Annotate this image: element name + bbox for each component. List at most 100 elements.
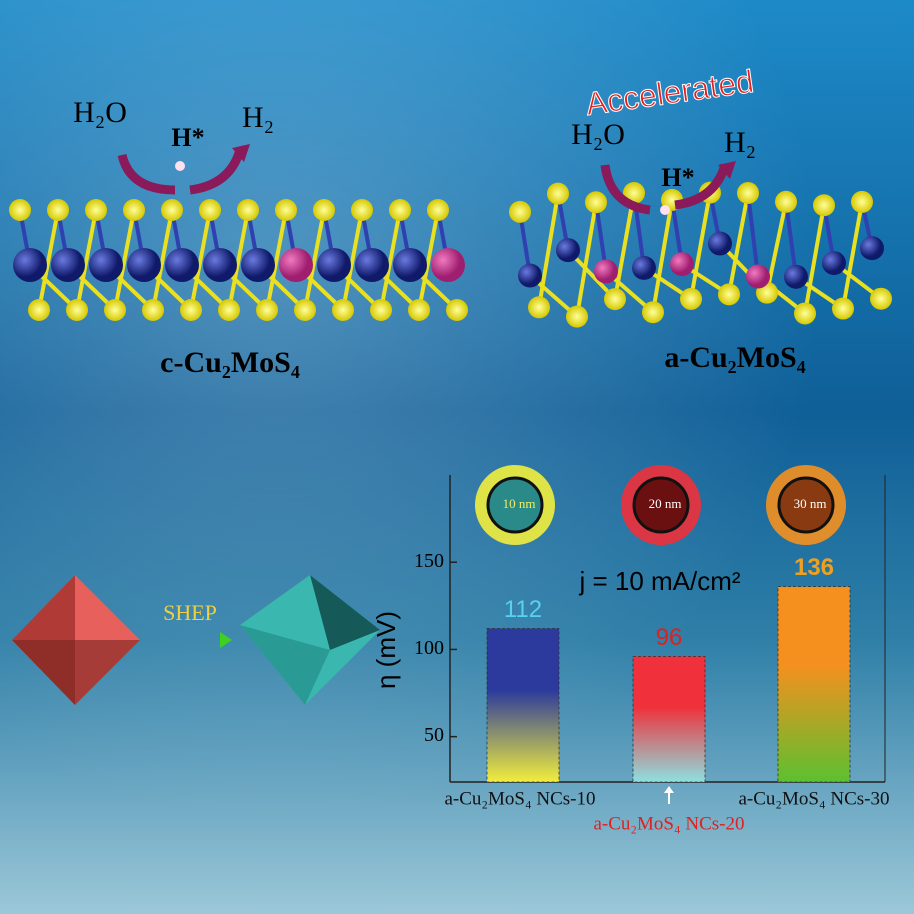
atom <box>556 238 580 263</box>
annotation: j = 10 mA/cm² <box>578 566 740 596</box>
arrow <box>189 148 245 195</box>
tem-particle <box>486 476 544 534</box>
atom <box>355 248 389 282</box>
atom <box>509 200 531 223</box>
arrowhead <box>232 144 250 162</box>
value-label: 96 <box>656 624 683 651</box>
tem-particle <box>632 476 690 534</box>
atom <box>161 199 183 221</box>
label: a-Cu₂MoS₄ <box>664 341 805 374</box>
x-tick-label: a-Cu₂MoS₄ NCs-10 <box>444 788 595 809</box>
atom <box>813 194 835 217</box>
atom <box>518 263 542 288</box>
atom <box>351 199 373 221</box>
label: H* <box>171 123 204 152</box>
y-axis-label: η (mV) <box>371 611 401 689</box>
bond <box>75 209 98 311</box>
crystal-structures <box>9 161 892 328</box>
arrowhead <box>220 632 232 648</box>
atom <box>175 161 185 171</box>
atom <box>670 252 694 277</box>
atom <box>218 299 240 321</box>
atom <box>794 302 816 325</box>
atom <box>851 190 873 213</box>
bond <box>689 192 712 300</box>
octahedron-face <box>12 640 140 705</box>
bond <box>417 209 440 311</box>
atom <box>275 199 297 221</box>
bond <box>651 199 674 313</box>
scale-label: 10 nm <box>503 496 536 511</box>
atom <box>13 248 47 282</box>
atom <box>594 259 618 284</box>
atom <box>389 199 411 221</box>
atom <box>332 299 354 321</box>
atom <box>870 287 892 310</box>
y-tick-label: 150 <box>414 550 444 572</box>
atom <box>642 301 664 324</box>
bond <box>113 209 136 311</box>
pointer-head <box>664 786 674 793</box>
atom <box>737 182 759 205</box>
bond <box>784 201 798 278</box>
atom <box>822 251 846 276</box>
bond <box>765 201 788 294</box>
bond <box>575 201 598 317</box>
atom <box>708 231 732 256</box>
atom <box>528 296 550 319</box>
label: H₂ <box>242 101 274 134</box>
atom <box>775 190 797 213</box>
atom <box>294 299 316 321</box>
atom <box>9 199 31 221</box>
atom <box>832 297 854 320</box>
octahedron-face <box>240 625 330 705</box>
scale-label: 30 nm <box>794 496 827 511</box>
atom <box>393 248 427 282</box>
bond <box>379 209 402 311</box>
bar <box>777 586 851 783</box>
atom <box>632 255 656 280</box>
atom <box>446 299 468 321</box>
bond <box>841 201 864 309</box>
bond <box>803 204 826 314</box>
atom <box>237 199 259 221</box>
atom <box>104 299 126 321</box>
label: H₂O <box>571 118 625 151</box>
atom <box>279 248 313 282</box>
bond <box>227 209 250 311</box>
bond <box>151 209 174 311</box>
atom <box>203 248 237 282</box>
bar <box>632 656 706 783</box>
label: SHEP <box>163 600 217 625</box>
bond <box>303 209 326 311</box>
atom <box>427 199 449 221</box>
label: H₂ <box>724 126 756 159</box>
atom <box>142 299 164 321</box>
atom <box>47 199 69 221</box>
arrow <box>600 164 651 215</box>
bond <box>37 209 60 311</box>
atom <box>370 299 392 321</box>
y-tick-label: 100 <box>414 637 444 659</box>
x-tick-label: a-Cu₂MoS₄ NCs-20 <box>593 813 744 834</box>
y-tick-label: 50 <box>424 724 444 746</box>
bar <box>486 628 560 783</box>
label: c-Cu₂MoS₄ <box>160 346 300 379</box>
atom <box>127 248 161 282</box>
scale-label: 20 nm <box>649 496 682 511</box>
octahedron-face <box>310 575 380 650</box>
atom <box>180 299 202 321</box>
atom <box>585 191 607 214</box>
atom <box>660 205 670 215</box>
atom <box>317 248 351 282</box>
x-tick-label: a-Cu₂MoS₄ NCs-30 <box>738 788 889 809</box>
arrow <box>674 163 730 210</box>
atom <box>66 299 88 321</box>
atom <box>313 199 335 221</box>
atom <box>85 199 107 221</box>
atom <box>28 299 50 321</box>
atom <box>199 199 221 221</box>
atom <box>547 182 569 205</box>
